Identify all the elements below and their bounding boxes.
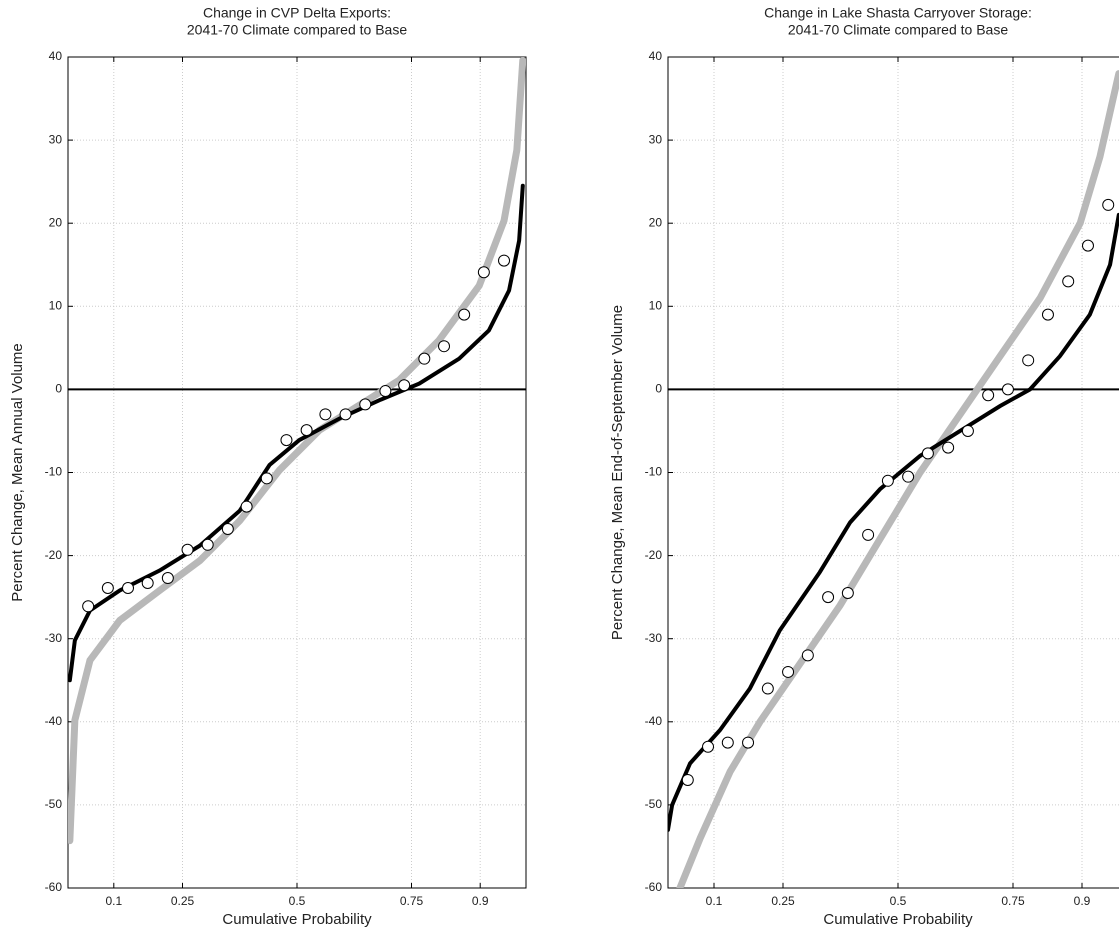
- plot-frame: [67, 56, 527, 889]
- y-tick-label: 0: [55, 382, 62, 396]
- x-tick-label: 0.75: [1001, 894, 1025, 908]
- data-point: [921, 447, 934, 460]
- y-tick-label: -60: [645, 880, 663, 894]
- data-point: [101, 582, 114, 595]
- x-tick-label: 0.9: [472, 894, 489, 908]
- data-point: [742, 736, 755, 749]
- data-point: [841, 586, 854, 599]
- y-tick-label: 10: [49, 298, 63, 312]
- data-point: [801, 649, 814, 662]
- y-tick-label: -30: [645, 631, 663, 645]
- line: [676, 70, 1119, 888]
- data-point: [379, 385, 392, 398]
- data-point: [942, 441, 955, 454]
- data-layer: [668, 70, 1119, 888]
- line: [68, 57, 526, 845]
- data-point: [359, 398, 372, 411]
- data-point: [1041, 308, 1054, 321]
- data-point: [1022, 354, 1035, 367]
- data-point: [300, 424, 313, 437]
- data-point: [141, 577, 154, 590]
- data-point: [881, 474, 894, 487]
- data-point: [240, 500, 253, 513]
- data-point: [822, 591, 835, 604]
- x-axis-label: Cumulative Probability: [222, 911, 372, 928]
- x-axis-label: Cumulative Probability: [823, 911, 973, 928]
- data-point: [280, 434, 293, 447]
- data-point: [982, 389, 995, 402]
- y-tick-label: -50: [645, 797, 663, 811]
- data-point: [181, 543, 194, 556]
- y-tick-label: 20: [49, 215, 63, 229]
- data-point: [221, 523, 234, 536]
- line: [68, 183, 525, 683]
- data-point: [82, 600, 95, 613]
- y-tick-label: -10: [645, 465, 663, 479]
- chart-title: 2041-70 Climate compared to Base: [187, 22, 407, 38]
- data-point: [902, 470, 915, 483]
- data-point: [961, 424, 974, 437]
- data-point: [418, 352, 431, 365]
- data-point: [339, 408, 352, 421]
- y-axis-label: Percent Change, Mean End-of-September Vo…: [609, 305, 626, 640]
- chart-title: Change in Lake Shasta Carryover Storage:: [764, 5, 1032, 21]
- data-point: [458, 308, 471, 321]
- y-tick-label: -20: [45, 548, 63, 562]
- y-tick-label: 30: [649, 132, 663, 146]
- data-layer: [68, 57, 526, 845]
- panel: Change in Lake Shasta Carryover Storage:…: [609, 5, 1119, 928]
- data-point: [702, 740, 715, 753]
- data-point: [398, 379, 411, 392]
- x-tick-label: 0.1: [105, 894, 122, 908]
- y-tick-label: -60: [45, 880, 63, 894]
- data-point: [782, 665, 795, 678]
- x-tick-label: 0.5: [890, 894, 907, 908]
- y-tick-label: 10: [649, 298, 663, 312]
- data-point: [681, 773, 694, 786]
- data-point: [319, 408, 332, 421]
- data-point: [1001, 383, 1014, 396]
- x-tick-label: 0.25: [771, 894, 795, 908]
- data-point: [438, 340, 451, 353]
- y-tick-label: -50: [45, 797, 63, 811]
- data-point: [201, 538, 214, 551]
- data-point: [1081, 239, 1094, 252]
- plot-frame: [667, 56, 1119, 889]
- data-point: [862, 528, 875, 541]
- y-axis-label: Percent Change, Mean Annual Volume: [9, 343, 26, 602]
- chart-title: Change in CVP Delta Exports:: [203, 5, 391, 21]
- x-tick-label: 0.9: [1074, 894, 1091, 908]
- data-point: [161, 572, 174, 585]
- y-tick-label: -20: [645, 548, 663, 562]
- y-tick-label: -40: [645, 714, 663, 728]
- data-point: [260, 472, 273, 485]
- chart-title: 2041-70 Climate compared to Base: [788, 22, 1008, 38]
- y-tick-label: -40: [45, 714, 63, 728]
- y-tick-label: 30: [49, 132, 63, 146]
- y-tick-label: -30: [45, 631, 63, 645]
- data-point: [1102, 198, 1115, 211]
- data-point: [1062, 275, 1075, 288]
- y-tick-label: 20: [649, 215, 663, 229]
- data-point: [498, 254, 511, 267]
- data-point: [721, 736, 734, 749]
- y-tick-label: 40: [49, 49, 63, 63]
- data-point: [121, 582, 134, 595]
- y-tick-label: -10: [45, 465, 63, 479]
- panel: Change in CVP Delta Exports:2041-70 Clim…: [9, 5, 527, 928]
- y-tick-label: 0: [655, 382, 662, 396]
- x-tick-label: 0.25: [171, 894, 195, 908]
- y-tick-label: 40: [649, 49, 663, 63]
- data-point: [761, 682, 774, 695]
- x-tick-label: 0.5: [289, 894, 306, 908]
- x-tick-label: 0.75: [400, 894, 424, 908]
- data-point: [477, 266, 490, 279]
- x-tick-label: 0.1: [706, 894, 723, 908]
